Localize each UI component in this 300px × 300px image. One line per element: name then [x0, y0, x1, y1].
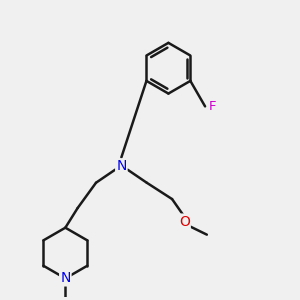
Text: N: N — [116, 159, 127, 173]
Text: F: F — [209, 100, 216, 113]
Text: N: N — [60, 272, 70, 285]
Text: O: O — [179, 214, 190, 229]
